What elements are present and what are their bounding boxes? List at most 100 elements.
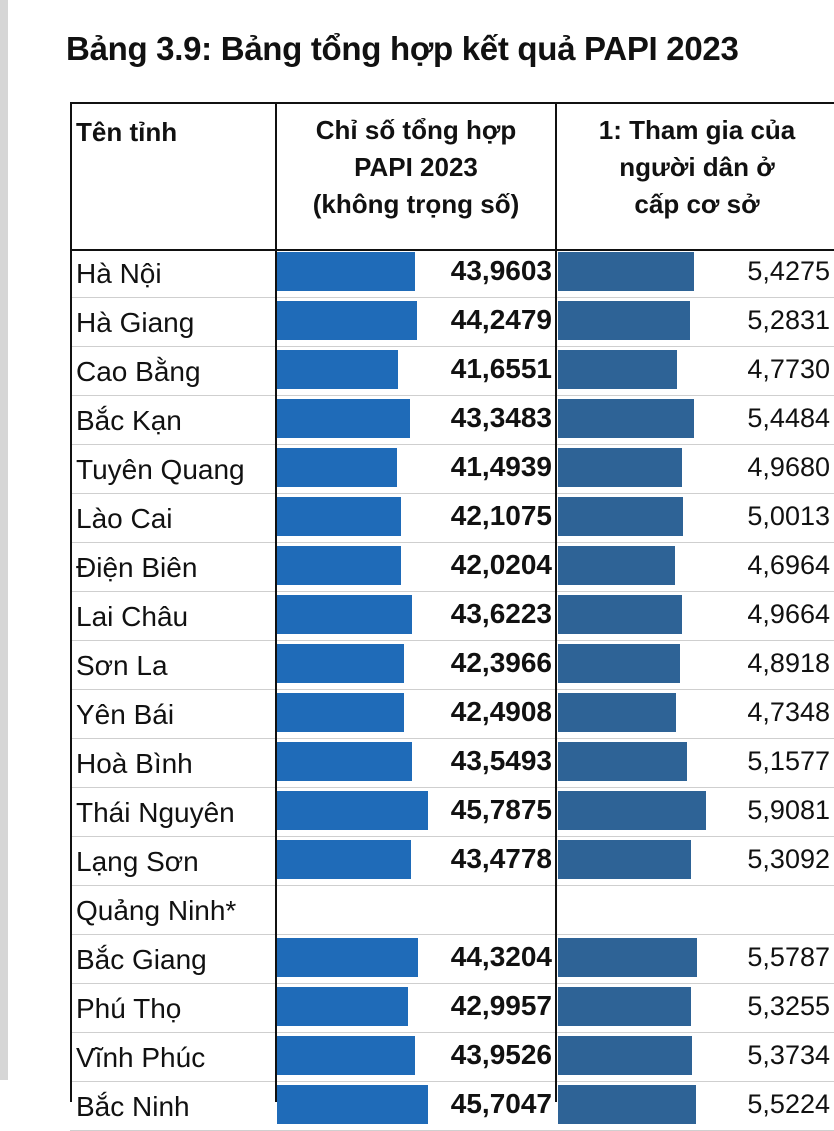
table-header: Tên tỉnh Chỉ số tổng hợp PAPI 2023 (khôn… <box>70 102 834 251</box>
papi-bar <box>277 595 412 634</box>
participation-value: 4,9680 <box>747 452 830 482</box>
papi-bar <box>277 399 410 438</box>
papi-bar <box>277 497 401 536</box>
participation-bar <box>558 1085 696 1124</box>
table-border-left <box>70 102 72 1102</box>
participation-value: 5,5787 <box>747 942 830 972</box>
table-row: Lai Châu 43,6223 4,9664 <box>70 592 834 641</box>
papi-bar <box>277 252 415 291</box>
papi-bar <box>277 448 397 487</box>
participation-bar <box>558 693 676 732</box>
header-participation: 1: Tham gia của người dân ở cấp cơ sở <box>557 104 834 257</box>
province-name: Lạng Sơn <box>76 846 199 877</box>
header-papi-line3: (không trọng số) <box>312 189 520 219</box>
papi-value: 42,9957 <box>450 990 552 1021</box>
table-row: Yên Bái 42,4908 4,7348 <box>70 690 834 739</box>
participation-bar <box>558 497 683 536</box>
province-name: Hoà Bình <box>76 748 193 779</box>
table-row: Phú Thọ 42,9957 5,3255 <box>70 984 834 1033</box>
participation-value: 5,4484 <box>747 403 830 433</box>
province-name: Thái Nguyên <box>76 797 235 828</box>
papi-value: 45,7875 <box>450 794 552 825</box>
table-row: Lào Cai 42,1075 5,0013 <box>70 494 834 543</box>
header-papi-index: Chỉ số tổng hợp PAPI 2023 (không trọng s… <box>276 104 556 257</box>
participation-bar <box>558 987 691 1026</box>
papi-value: 41,4939 <box>450 451 552 482</box>
papi-bar <box>277 791 428 830</box>
participation-value: 5,1577 <box>747 746 830 776</box>
table-row: Lạng Sơn 43,4778 5,3092 <box>70 837 834 886</box>
table-row: Thái Nguyên 45,7875 5,9081 <box>70 788 834 837</box>
province-name: Yên Bái <box>76 699 175 730</box>
participation-bar <box>558 791 706 830</box>
participation-value: 5,3092 <box>747 844 830 874</box>
papi-bar <box>277 644 404 683</box>
papi-bar <box>277 840 411 879</box>
participation-bar <box>558 1036 692 1075</box>
papi-value: 41,6551 <box>450 353 552 384</box>
table-row: Tuyên Quang 41,4939 4,9680 <box>70 445 834 494</box>
header-participation-line2: người dân ở <box>619 152 775 182</box>
province-name: Phú Thọ <box>76 993 182 1024</box>
province-name: Hà Giang <box>76 307 195 338</box>
province-name: Bắc Kạn <box>76 405 182 436</box>
province-name: Lai Châu <box>76 601 189 632</box>
table-row: Bắc Kạn 43,3483 5,4484 <box>70 396 834 445</box>
participation-value: 4,7730 <box>747 354 830 384</box>
papi-value: 43,4778 <box>450 843 552 874</box>
participation-bar <box>558 399 694 438</box>
table-row: Bắc Giang 44,3204 5,5787 <box>70 935 834 984</box>
participation-value: 4,8918 <box>747 648 830 678</box>
participation-bar <box>558 546 675 585</box>
table-title: Bảng 3.9: Bảng tổng hợp kết quả PAPI 202… <box>66 30 739 67</box>
column-divider-1 <box>275 102 277 1102</box>
table-row: Hà Giang 44,2479 5,2831 <box>70 298 834 347</box>
table-row: Bắc Ninh 45,7047 5,5224 <box>70 1082 834 1131</box>
province-name: Sơn La <box>76 650 168 681</box>
header-participation-line1: 1: Tham gia của <box>598 115 796 145</box>
papi-value: 44,3204 <box>450 941 552 972</box>
papi-value: 42,0204 <box>450 549 552 580</box>
papi-value: 42,4908 <box>450 696 552 727</box>
participation-value: 4,9664 <box>747 599 830 629</box>
participation-value: 5,3255 <box>747 991 830 1021</box>
papi-bar <box>277 1085 428 1124</box>
participation-bar <box>558 448 682 487</box>
participation-bar <box>558 644 680 683</box>
participation-bar <box>558 252 694 291</box>
province-name: Quảng Ninh* <box>76 895 237 926</box>
papi-bar <box>277 987 408 1026</box>
participation-bar <box>558 840 691 879</box>
column-divider-2 <box>555 102 557 1102</box>
papi-bar <box>277 693 404 732</box>
participation-value: 5,0013 <box>747 501 830 531</box>
province-name: Tuyên Quang <box>76 454 245 485</box>
table-row: Hoà Bình 43,5493 5,1577 <box>70 739 834 788</box>
papi-bar <box>277 350 398 389</box>
table-row: Vĩnh Phúc 43,9526 5,3734 <box>70 1033 834 1082</box>
participation-bar <box>558 938 697 977</box>
papi-bar <box>277 1036 415 1075</box>
province-name: Lào Cai <box>76 503 173 534</box>
table-row: Sơn La 42,3966 4,8918 <box>70 641 834 690</box>
participation-bar <box>558 595 682 634</box>
page-edge <box>0 0 8 1080</box>
papi-value: 43,9603 <box>450 255 552 286</box>
papi-value: 43,3483 <box>450 402 552 433</box>
table-row: Điện Biên 42,0204 4,6964 <box>70 543 834 592</box>
participation-value: 5,4275 <box>747 256 830 286</box>
province-name: Hà Nội <box>76 258 162 289</box>
header-papi-line1: Chỉ số tổng hợp <box>315 115 517 145</box>
papi-value: 42,3966 <box>450 647 552 678</box>
papi-bar <box>277 546 401 585</box>
participation-value: 4,6964 <box>747 550 830 580</box>
header-province: Tên tỉnh <box>76 117 178 147</box>
participation-value: 5,3734 <box>747 1040 830 1070</box>
header-papi-line2: PAPI 2023 <box>354 152 478 182</box>
papi-bar <box>277 938 418 977</box>
header-participation-line3: cấp cơ sở <box>634 189 760 219</box>
table-body: Hà Nội 43,9603 5,4275 Hà Giang 44,2479 5,2831… <box>70 249 834 1131</box>
province-name: Cao Bằng <box>76 356 201 387</box>
papi-value: 42,1075 <box>450 500 552 531</box>
participation-bar <box>558 301 690 340</box>
